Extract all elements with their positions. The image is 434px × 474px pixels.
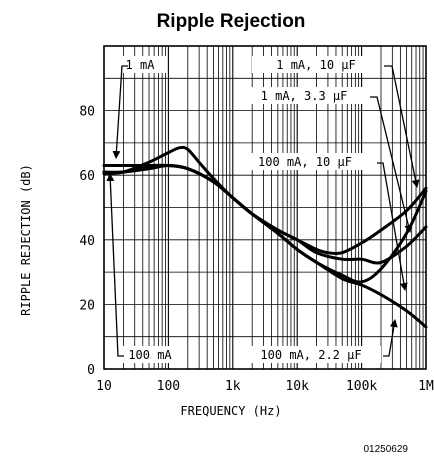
figure-id: 01250629 [364,444,409,455]
chart-title: Ripple Rejection [157,11,306,32]
x-tick-label: 100k [346,379,377,394]
y-axis-label: RIPPLE REJECTION (dB) [19,164,33,316]
annotation-box [114,56,166,73]
series-group [102,145,428,329]
x-tick-label: 1M [418,379,434,394]
x-tick-label: 10k [285,379,309,394]
axis-ticks: 10 100 1k 10k 100k 1M 0 20 40 60 80 [79,105,434,394]
annotation-label: 1 mA, 3.3 µF [261,89,348,103]
y-tick-label: 20 [79,298,95,313]
annotation-label: 1 mA, 10 µF [276,58,355,72]
annotation-box [120,346,180,363]
series-line-2 [102,164,428,265]
annotation-box [240,87,368,104]
grid [104,46,426,369]
annotation-label: 1 mA [126,58,156,72]
annotation-label: 100 mA, 10 µF [258,155,352,169]
leader-arrow [383,319,398,357]
x-axis-label: FREQUENCY (Hz) [180,404,281,418]
series-line-4 [102,163,428,329]
annotation-label: 100 mA, 2.2 µF [260,348,361,362]
plot-frame [103,45,427,370]
leader-arrow [384,65,420,188]
x-tick-label: 1k [225,379,241,394]
annotations: 1 mA 1 mA, 10 µF 1 mA, 3.3 µF 100 mA, 10 µF… [106,56,420,363]
leader-arrow [112,65,128,159]
annotation-box [252,56,380,73]
leader-arrow [377,162,408,291]
y-tick-label: 80 [79,105,95,120]
x-tick-label: 10 [96,379,112,394]
y-tick-label: 0 [87,363,95,378]
annotation-label: 100 mA [128,348,172,362]
leader-arrow [370,96,413,233]
annotation-box [235,153,375,170]
y-tick-label: 60 [79,169,95,184]
annotation-box [241,346,381,363]
leader-arrow [106,173,124,357]
x-tick-label: 100 [157,379,180,394]
y-tick-label: 40 [79,234,95,249]
